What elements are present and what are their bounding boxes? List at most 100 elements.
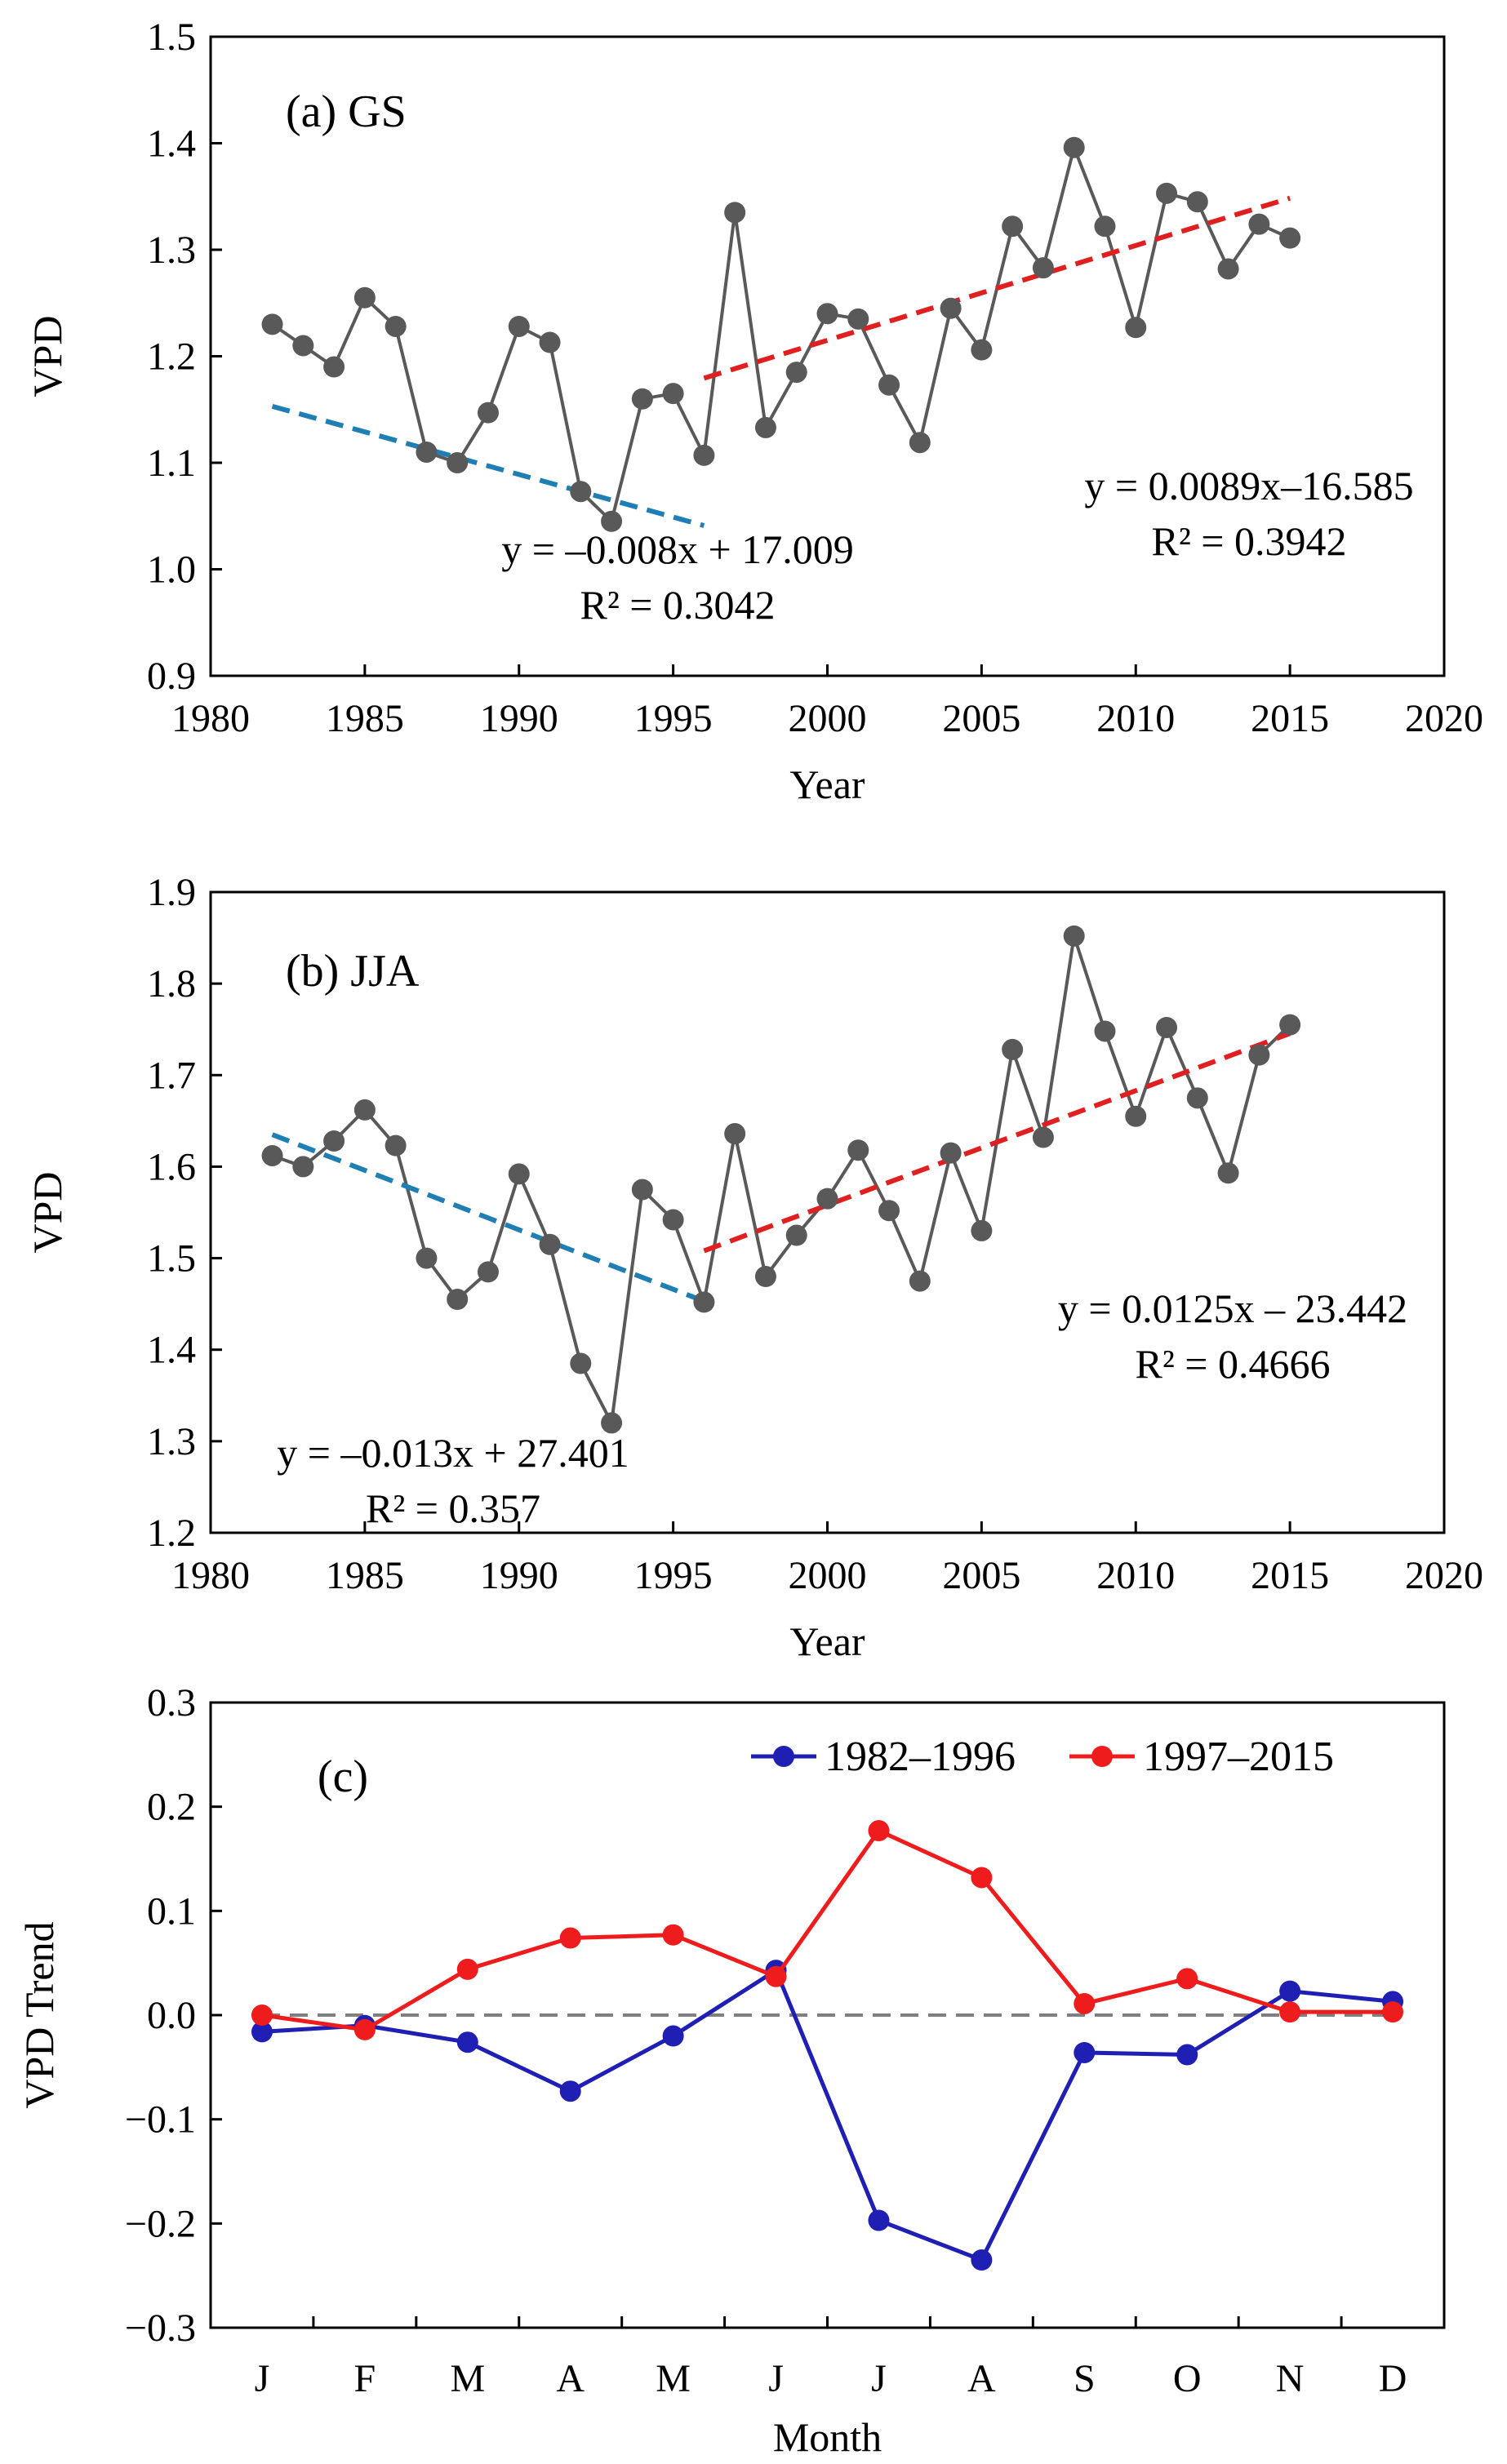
x-tick-label: M bbox=[450, 2357, 485, 2400]
x-axis-label: Year bbox=[789, 1618, 865, 1664]
vpd-point bbox=[693, 444, 715, 466]
vpd-point bbox=[662, 1209, 684, 1231]
x-tick-label: 2020 bbox=[1405, 1554, 1483, 1597]
vpd-point bbox=[816, 1188, 838, 1210]
x-tick-label: 1985 bbox=[326, 1554, 404, 1597]
x-tick-label: 1990 bbox=[480, 1554, 558, 1597]
vpd-point bbox=[1002, 1038, 1024, 1060]
vpd-point bbox=[416, 441, 438, 463]
y-tick-label: 1.5 bbox=[147, 1237, 196, 1281]
x-tick-label: 2015 bbox=[1251, 697, 1329, 740]
series-1997-2015-point bbox=[1279, 2001, 1301, 2023]
vpd-series-line bbox=[271, 142, 1291, 525]
series-1997-2015-point bbox=[1176, 1968, 1198, 1990]
vpd-point bbox=[1125, 317, 1147, 339]
vpd-point bbox=[1032, 257, 1054, 279]
y-axis-label: VPD Trend bbox=[16, 1921, 62, 2108]
panel-label: (c) bbox=[318, 1751, 368, 1802]
vpd-point bbox=[1217, 258, 1239, 280]
y-tick-label: 1.3 bbox=[147, 1420, 196, 1463]
y-tick-label: 0.2 bbox=[147, 1786, 196, 1829]
vpd-point bbox=[909, 1270, 931, 1292]
vpd-point bbox=[1248, 1044, 1270, 1066]
x-tick-label: A bbox=[556, 2357, 585, 2400]
vpd-point bbox=[1217, 1162, 1239, 1184]
x-tick-label: J bbox=[768, 2357, 784, 2400]
trendline-1982-1996 bbox=[271, 1132, 705, 1304]
series-1982-1996-point bbox=[662, 2025, 684, 2047]
vpd-point bbox=[724, 1123, 746, 1145]
vpd-point bbox=[1094, 215, 1116, 238]
trend-r-squared: R² = 0.3942 bbox=[1151, 518, 1346, 564]
x-tick-label: 2005 bbox=[942, 697, 1020, 740]
series-1997-2015-point bbox=[353, 2018, 376, 2040]
vpd-point bbox=[847, 308, 869, 330]
panel-label: (b) JJA bbox=[286, 946, 420, 997]
vpd-series-line bbox=[271, 935, 1291, 1428]
legend-1997-2015-label: 1997–2015 bbox=[1143, 1734, 1334, 1780]
y-tick-label: 1.3 bbox=[147, 229, 196, 272]
series-1997-2015-point bbox=[559, 1927, 581, 1949]
vpd-point bbox=[940, 1142, 962, 1164]
vpd-point bbox=[662, 383, 684, 405]
x-tick-label: 1995 bbox=[634, 697, 713, 740]
x-tick-label: 2015 bbox=[1251, 1554, 1329, 1597]
vpd-point bbox=[785, 362, 807, 384]
y-tick-label: 0.1 bbox=[147, 1889, 196, 1933]
trend-equation: y = 0.0125x – 23.442 bbox=[1058, 1285, 1407, 1331]
vpd-point bbox=[754, 1266, 776, 1287]
vpd-point bbox=[323, 356, 345, 378]
x-tick-label: 2000 bbox=[789, 1554, 867, 1597]
vpd-point bbox=[1279, 1014, 1301, 1036]
vpd-point bbox=[1156, 1016, 1178, 1038]
y-tick-label: 1.2 bbox=[147, 1512, 196, 1555]
vpd-point bbox=[816, 303, 838, 325]
y-tick-label: 1.9 bbox=[147, 871, 196, 914]
vpd-point bbox=[416, 1247, 438, 1269]
x-tick-label: J bbox=[871, 2357, 887, 2400]
series-1997-2015-point bbox=[662, 1924, 684, 1946]
x-tick-label: 2005 bbox=[942, 1554, 1020, 1597]
vpd-point bbox=[940, 297, 962, 319]
vpd-point bbox=[1032, 1126, 1054, 1148]
vpd-point bbox=[477, 1261, 499, 1283]
y-axis-label: VPD bbox=[24, 1171, 70, 1253]
trend-equation: y = –0.008x + 17.009 bbox=[501, 526, 853, 572]
legend-1982-1996-swatch-marker bbox=[773, 1746, 794, 1767]
vpd-point bbox=[754, 416, 776, 438]
vpd-point bbox=[292, 1156, 314, 1178]
legend-1982-1996-label: 1982–1996 bbox=[825, 1734, 1016, 1780]
trend-equation: y = 0.0089x–16.585 bbox=[1084, 463, 1413, 508]
series-1982-1996-point bbox=[1074, 2041, 1096, 2063]
x-tick-label: N bbox=[1276, 2357, 1305, 2400]
y-tick-label: −0.2 bbox=[125, 2202, 196, 2245]
vpd-point bbox=[292, 335, 314, 357]
y-tick-label: 1.7 bbox=[147, 1054, 196, 1097]
legend-1997-2015-swatch-marker bbox=[1091, 1746, 1113, 1767]
series-1997-2015-point bbox=[1074, 1992, 1096, 2014]
vpd-point bbox=[1094, 1020, 1116, 1042]
vpd-point bbox=[570, 1352, 592, 1374]
vpd-point bbox=[539, 1233, 561, 1255]
series-1997-2015-point bbox=[971, 1867, 993, 1889]
vpd-point bbox=[878, 1200, 900, 1222]
panel-c-monthly-trend-chart: −0.3 −0.2 −0.1 0.0 0.1 0.2 0.3 J F M A M J J A S O N D VPD … bbox=[16, 1681, 1446, 2460]
x-tick-label: 1980 bbox=[171, 697, 250, 740]
vpd-point bbox=[971, 1219, 993, 1241]
series-1982-1996-point bbox=[971, 2249, 993, 2271]
series-1982-1996-point bbox=[456, 2031, 478, 2053]
vpd-point bbox=[1002, 215, 1024, 238]
series-1997-2015-point bbox=[765, 1965, 787, 1987]
y-tick-label: 0.0 bbox=[147, 1994, 196, 2037]
vpd-point bbox=[261, 1144, 283, 1166]
vpd-point bbox=[447, 452, 469, 473]
vpd-point bbox=[539, 331, 561, 353]
y-tick-label: 1.6 bbox=[147, 1145, 196, 1188]
y-tick-label: 1.4 bbox=[147, 122, 196, 166]
vpd-point bbox=[1186, 191, 1208, 213]
trendline-1996-2015 bbox=[703, 195, 1291, 381]
vpd-point bbox=[1063, 136, 1085, 158]
x-tick-label: 1990 bbox=[480, 697, 558, 740]
vpd-point bbox=[631, 388, 653, 410]
